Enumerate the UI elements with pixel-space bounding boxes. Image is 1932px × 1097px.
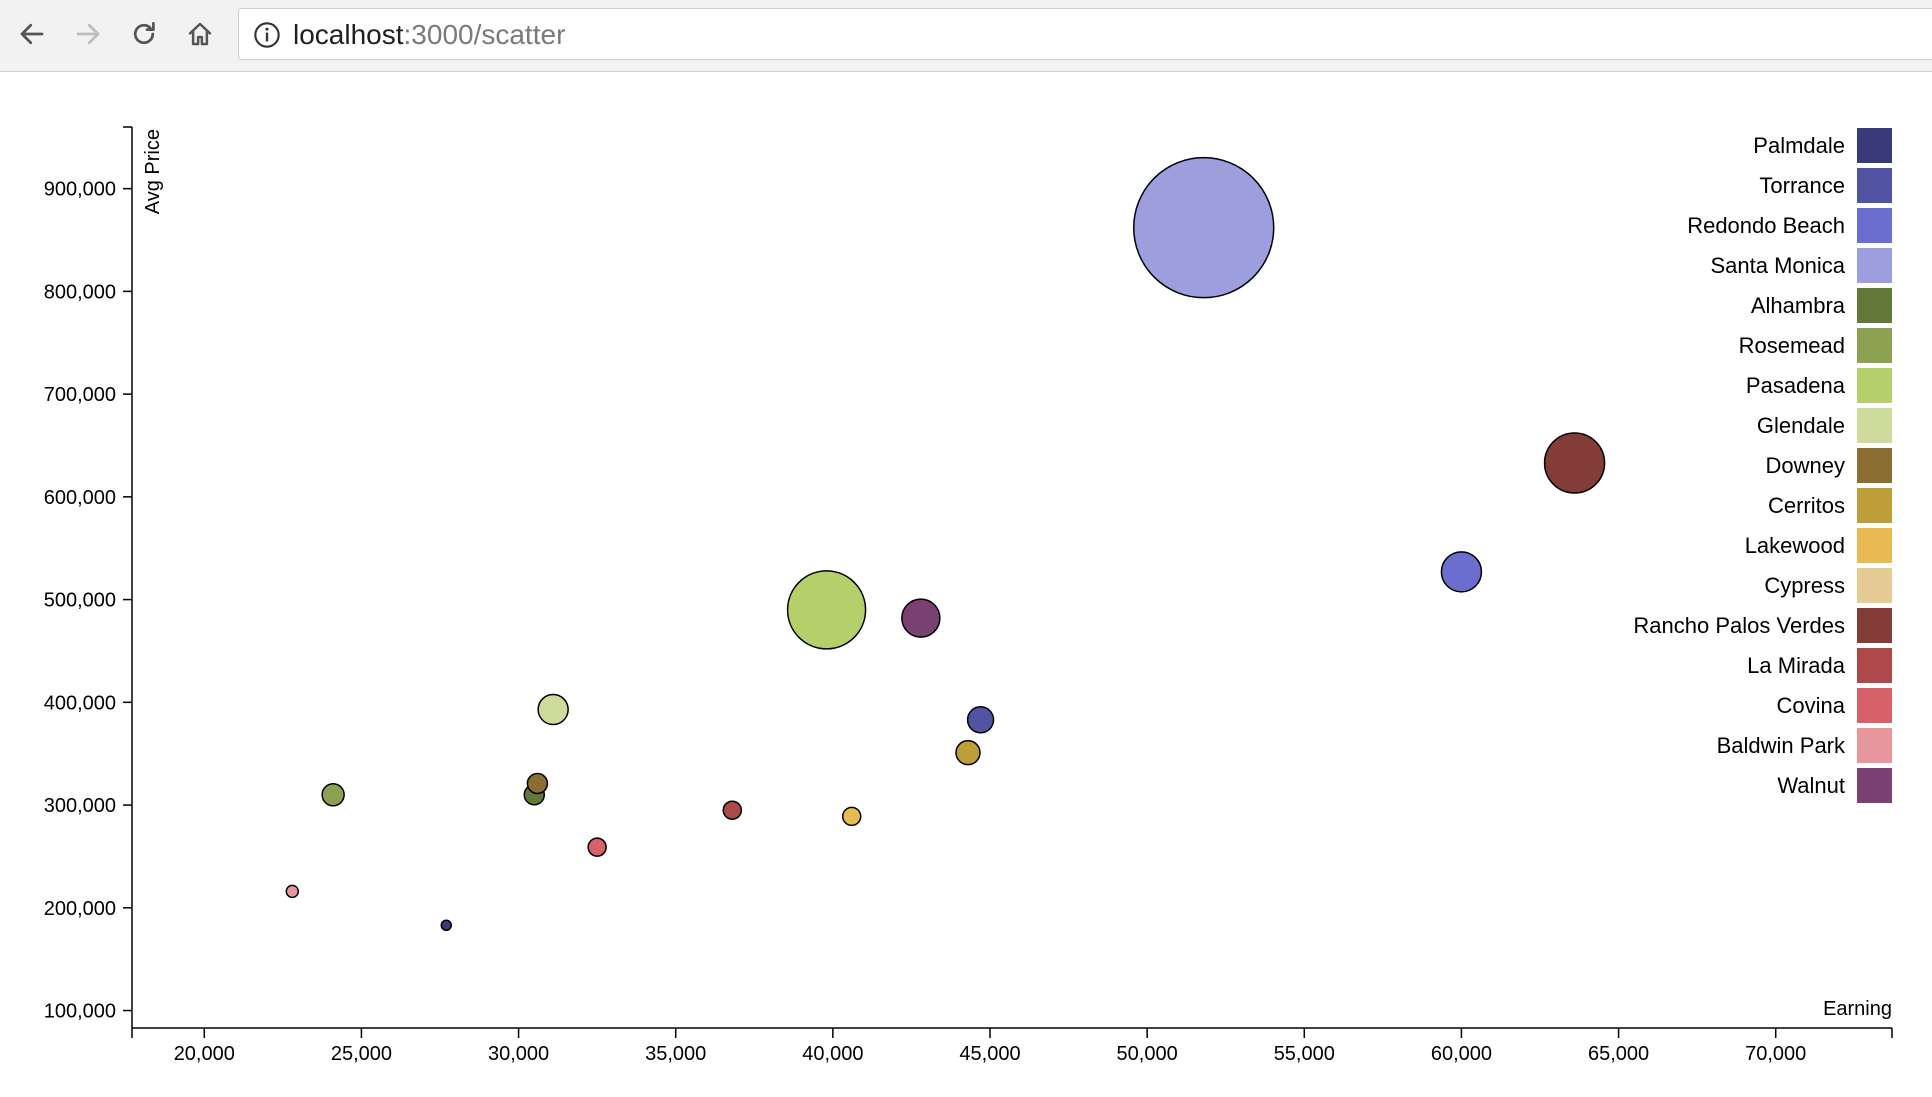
x-tick-label: 25,000	[331, 1043, 392, 1065]
legend-swatch-lakewood	[1857, 528, 1892, 563]
arrow-left-icon	[20, 23, 44, 45]
bubble-redondo-beach[interactable]	[1440, 551, 1483, 593]
bubble-covina[interactable]	[587, 837, 607, 857]
legend-swatch-cerritos	[1857, 488, 1892, 523]
legend-label-glendale: Glendale	[1757, 413, 1845, 438]
x-tick-label: 70,000	[1745, 1043, 1806, 1065]
bubble-pasadena[interactable]	[786, 570, 867, 650]
legend-label-pasadena: Pasadena	[1746, 373, 1846, 398]
y-tick-label: 100,000	[44, 1001, 116, 1023]
legend-label-baldwin-park: Baldwin Park	[1717, 733, 1846, 758]
legend-swatch-la-mirada	[1857, 648, 1892, 683]
legend-label-rancho-palos-verdes: Rancho Palos Verdes	[1633, 613, 1845, 638]
y-tick-label: 800,000	[44, 281, 116, 303]
legend-swatch-redondo-beach	[1857, 208, 1892, 243]
bubble-santa-monica[interactable]	[1132, 156, 1275, 299]
arrow-right-icon	[76, 23, 100, 45]
x-tick-label: 20,000	[174, 1043, 235, 1065]
legend-label-alhambra: Alhambra	[1751, 293, 1846, 318]
legend-swatch-baldwin-park	[1857, 728, 1892, 763]
legend-swatch-santa-monica	[1857, 248, 1892, 283]
legend-swatch-palmdale	[1857, 128, 1892, 163]
chart-legend: Palmdale Torrance Redondo Beach Santa Monic…	[1633, 128, 1892, 803]
legend-swatch-glendale	[1857, 408, 1892, 443]
legend-swatch-pasadena	[1857, 368, 1892, 403]
legend-label-santa-monica: Santa Monica	[1710, 253, 1845, 278]
url-host: localhost	[293, 19, 404, 50]
url-text[interactable]: localhost:3000/scatter	[293, 19, 565, 51]
home-button[interactable]	[180, 14, 220, 54]
x-tick-label: 35,000	[645, 1043, 706, 1065]
x-tick-label: 40,000	[802, 1043, 863, 1065]
forward-button[interactable]	[68, 14, 108, 54]
y-tick-label: 500,000	[44, 590, 116, 612]
reload-icon	[133, 22, 155, 45]
chart-axes: 100,000 200,000 300,000 400,000 500,000 600,0…	[44, 126, 1893, 1065]
bubble-torrance[interactable]	[966, 706, 995, 734]
legend-swatch-rosemead	[1857, 328, 1892, 363]
x-axis-title: Earning	[1823, 998, 1892, 1020]
bubble-la-mirada[interactable]	[722, 800, 743, 820]
y-tick-label: 900,000	[44, 179, 116, 201]
bubble-palmdale[interactable]	[440, 919, 453, 932]
bubble-downey[interactable]	[526, 772, 549, 795]
bubble-cerritos[interactable]	[955, 739, 981, 766]
y-tick-label: 300,000	[44, 795, 116, 817]
y-tick-label: 700,000	[44, 384, 116, 406]
bubble-rancho-palos-verdes[interactable]	[1543, 432, 1606, 494]
x-tick-label: 45,000	[959, 1043, 1020, 1065]
y-tick-label: 600,000	[44, 487, 116, 509]
legend-swatch-cypress	[1857, 568, 1892, 603]
legend-swatch-alhambra	[1857, 288, 1892, 323]
legend-label-redondo-beach: Redondo Beach	[1687, 213, 1845, 238]
legend-swatch-torrance	[1857, 168, 1892, 203]
x-tick-label: 65,000	[1588, 1043, 1649, 1065]
bubble-walnut[interactable]	[901, 598, 941, 638]
bubble-glendale[interactable]	[537, 693, 569, 726]
legend-swatch-downey	[1857, 448, 1892, 483]
legend-label-rosemead: Rosemead	[1739, 333, 1845, 358]
address-bar[interactable]: localhost:3000/scatter	[238, 8, 1932, 60]
legend-swatch-rancho-palos-verdes	[1857, 608, 1892, 643]
x-tick-label: 60,000	[1431, 1043, 1492, 1065]
y-tick-label: 200,000	[44, 898, 116, 920]
x-tick-label: 50,000	[1117, 1043, 1178, 1065]
bubble-rosemead[interactable]	[321, 783, 345, 807]
reload-button[interactable]	[124, 14, 164, 54]
url-path: :3000/scatter	[403, 19, 566, 50]
info-icon[interactable]	[253, 21, 281, 49]
page-content: 100,000 200,000 300,000 400,000 500,000 600,0…	[0, 72, 1932, 1092]
browser-toolbar: localhost:3000/scatter	[0, 0, 1932, 72]
back-button[interactable]	[12, 14, 52, 54]
bubble-baldwin-park[interactable]	[285, 884, 300, 899]
scatter-chart: 100,000 200,000 300,000 400,000 500,000 600,0…	[44, 126, 1893, 1065]
y-tick-label: 400,000	[44, 692, 116, 714]
chart-bubbles	[285, 156, 1606, 932]
legend-swatch-walnut	[1857, 768, 1892, 803]
legend-label-downey: Downey	[1766, 453, 1845, 478]
legend-label-cypress: Cypress	[1764, 573, 1845, 598]
legend-label-palmdale: Palmdale	[1753, 133, 1845, 158]
legend-label-lakewood: Lakewood	[1745, 533, 1845, 558]
home-icon	[188, 22, 212, 46]
x-tick-label: 55,000	[1274, 1043, 1335, 1065]
y-axis-title: Avg Price	[142, 129, 164, 214]
x-tick-label: 30,000	[488, 1043, 549, 1065]
legend-label-torrance: Torrance	[1759, 173, 1845, 198]
legend-label-covina: Covina	[1777, 693, 1846, 718]
legend-swatch-covina	[1857, 688, 1892, 723]
legend-label-walnut: Walnut	[1777, 773, 1845, 798]
legend-label-cerritos: Cerritos	[1768, 493, 1845, 518]
legend-label-la-mirada: La Mirada	[1747, 653, 1846, 678]
bubble-lakewood[interactable]	[841, 806, 862, 827]
